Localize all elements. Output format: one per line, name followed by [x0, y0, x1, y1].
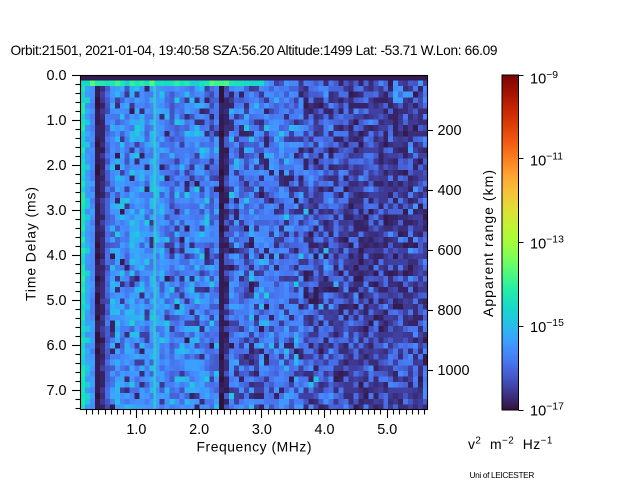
svg-text:4.0: 4.0 — [46, 248, 66, 264]
svg-text:Uni of LEICESTER: Uni of LEICESTER — [470, 470, 535, 480]
svg-text:Apparent range (km): Apparent range (km) — [480, 170, 496, 317]
svg-text:6.0: 6.0 — [46, 338, 66, 354]
svg-text:v2 m−2 Hz−1: v2 m−2 Hz−1 — [468, 435, 553, 452]
svg-text:2.0: 2.0 — [46, 158, 66, 174]
svg-text:4.0: 4.0 — [315, 422, 335, 438]
svg-text:Frequency (MHz): Frequency (MHz) — [197, 439, 312, 455]
svg-text:Orbit:21501, 2021-01-04, 19:40: Orbit:21501, 2021-01-04, 19:40:58 SZA:56… — [11, 43, 498, 58]
svg-text:0.0: 0.0 — [46, 68, 66, 84]
svg-text:3.0: 3.0 — [252, 422, 272, 438]
svg-text:5.0: 5.0 — [377, 422, 397, 438]
svg-text:200: 200 — [438, 123, 462, 139]
svg-text:400: 400 — [438, 183, 462, 199]
svg-text:3.0: 3.0 — [46, 203, 66, 219]
svg-text:1.0: 1.0 — [126, 422, 146, 438]
svg-text:1000: 1000 — [438, 363, 470, 379]
svg-text:Time Delay (ms): Time Delay (ms) — [23, 187, 39, 301]
svg-text:5.0: 5.0 — [46, 293, 66, 309]
svg-text:1.0: 1.0 — [46, 113, 66, 129]
svg-text:2.0: 2.0 — [189, 422, 209, 438]
svg-text:600: 600 — [438, 243, 462, 259]
svg-text:800: 800 — [438, 303, 462, 319]
svg-text:7.0: 7.0 — [46, 383, 66, 399]
